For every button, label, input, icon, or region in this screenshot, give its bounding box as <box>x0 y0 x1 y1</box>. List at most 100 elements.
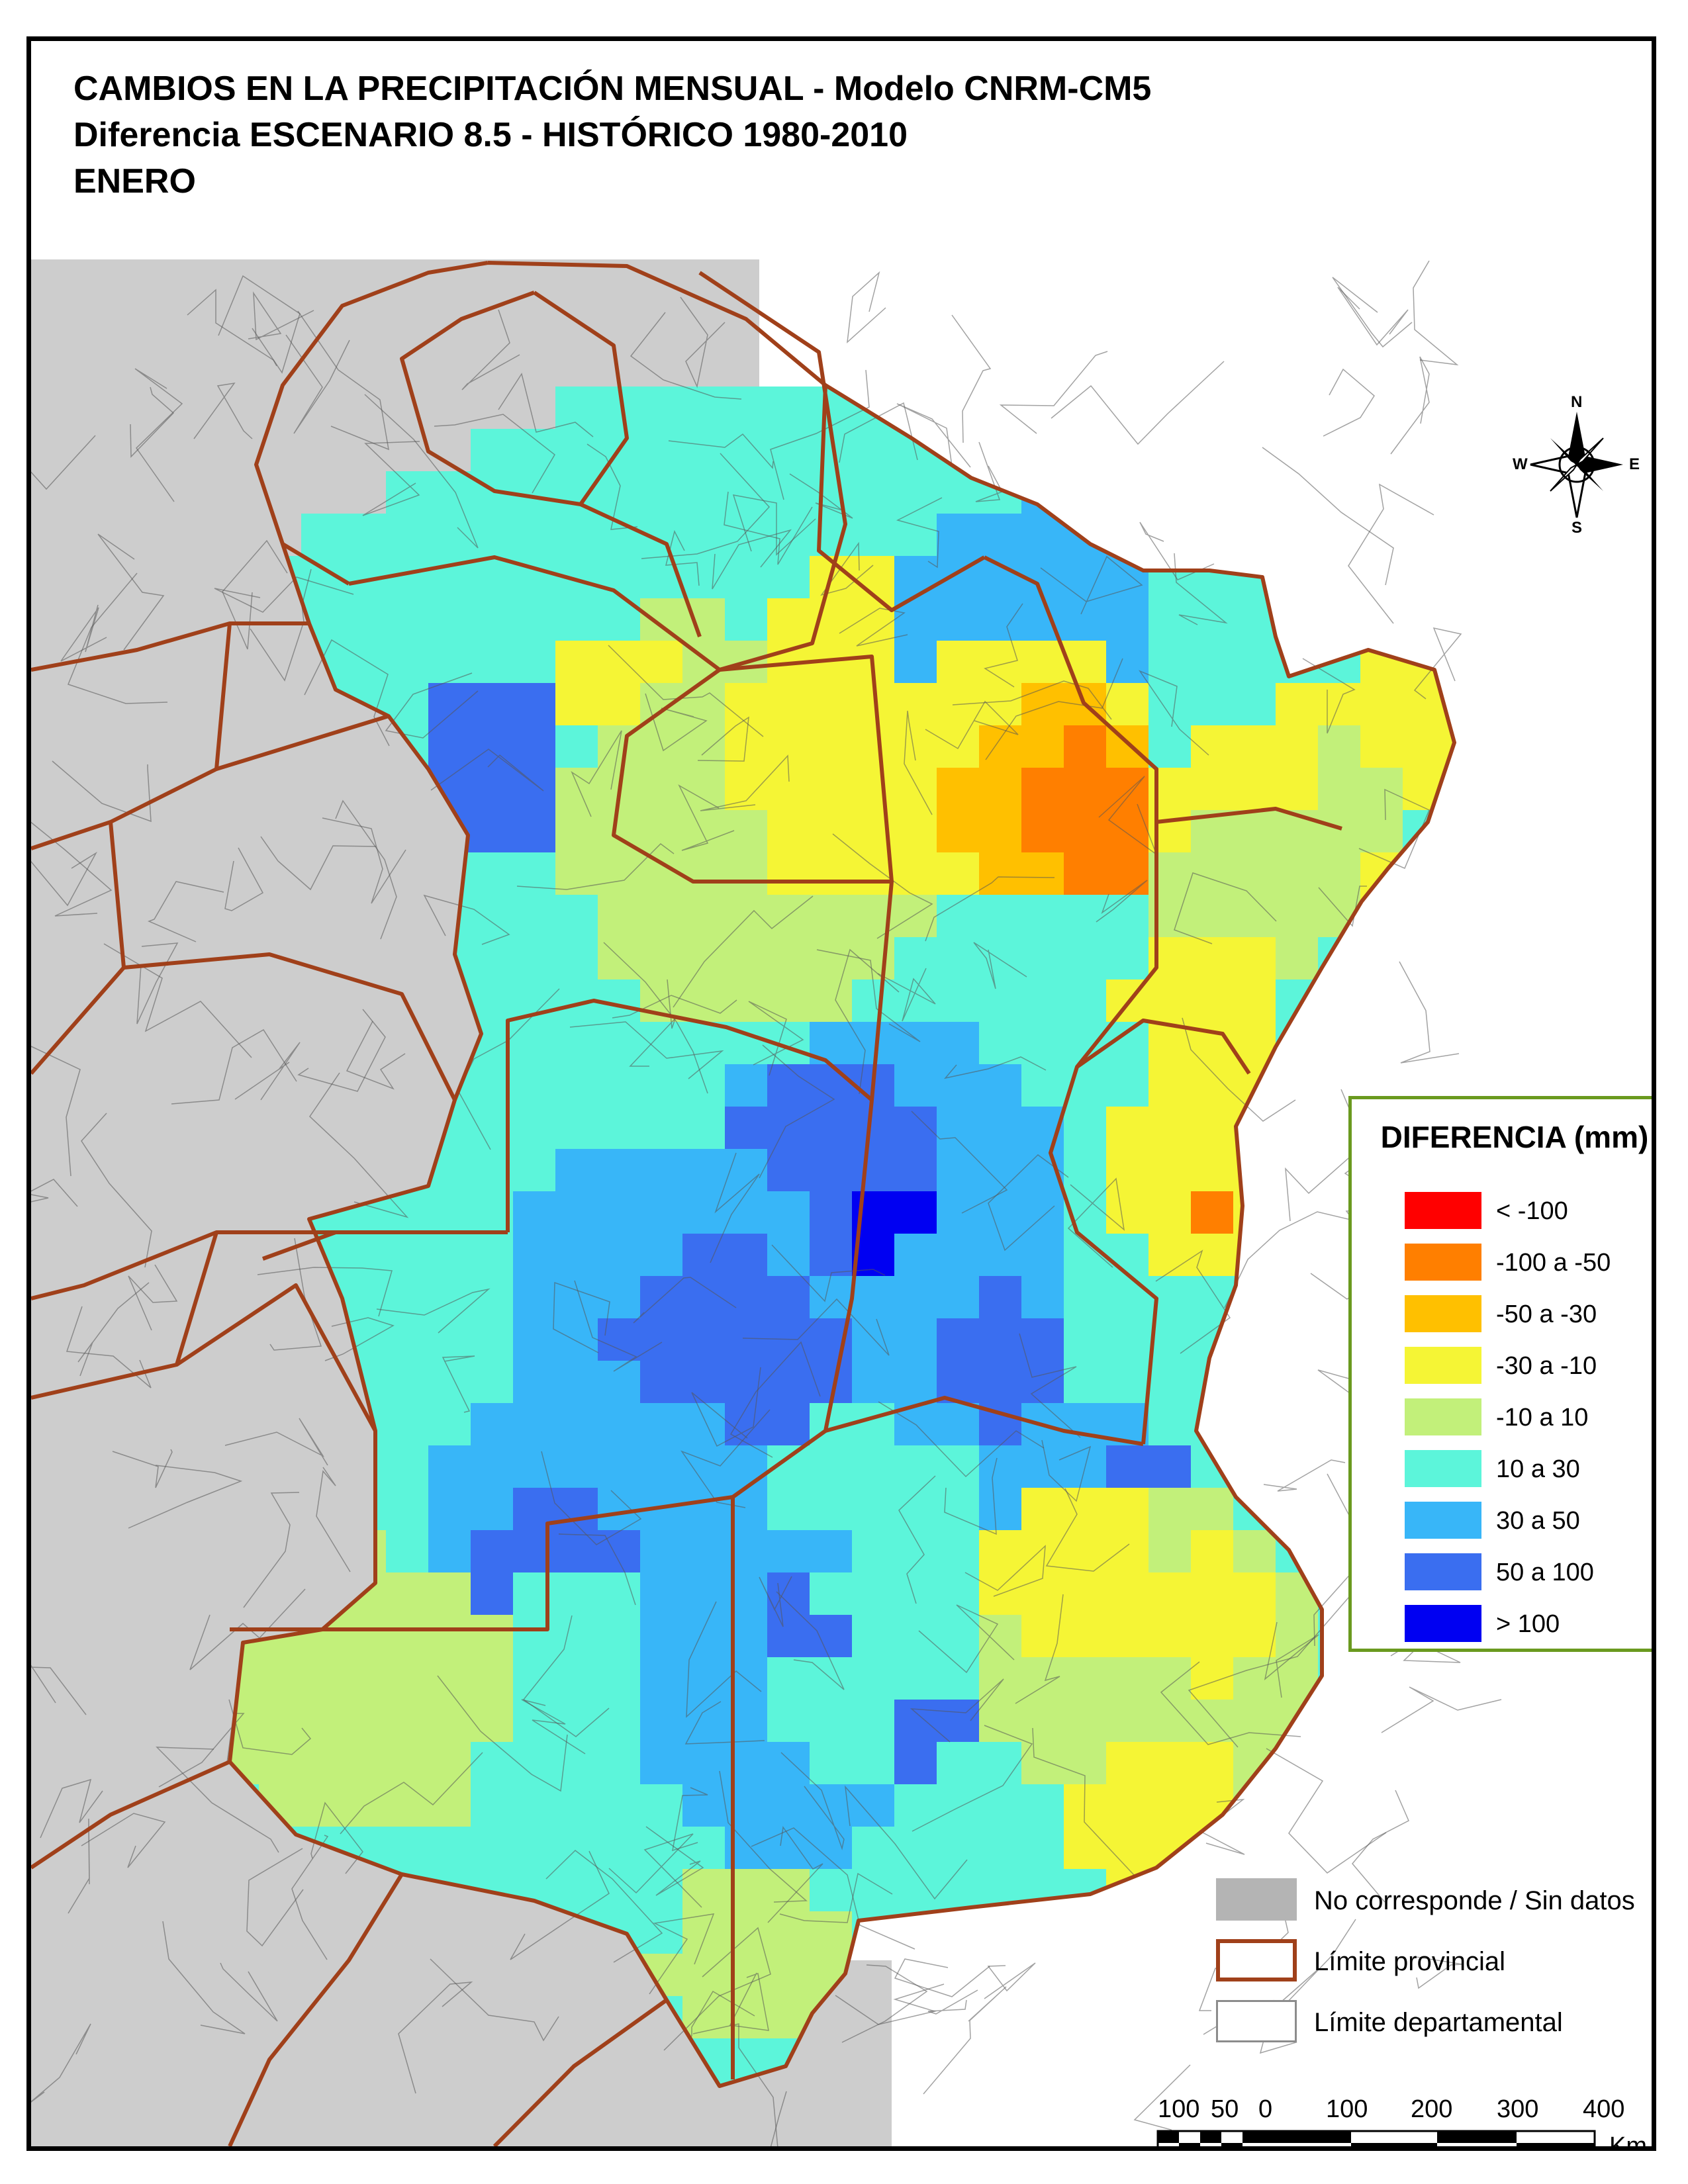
raster-cell <box>937 1318 979 1361</box>
raster-cell <box>810 725 852 768</box>
raster-cell <box>1276 937 1318 979</box>
department-line <box>710 1152 760 1263</box>
department-line <box>193 382 253 439</box>
raster-cell <box>1233 471 1276 514</box>
map-title-line-2: Diferencia ESCENARIO 8.5 - HISTÓRICO 198… <box>73 116 908 154</box>
province-boundary <box>216 714 389 771</box>
raster-cell <box>1064 556 1106 598</box>
raster-cell <box>598 1022 640 1064</box>
raster-cell <box>979 2038 1021 2081</box>
raster-cell <box>1233 1530 1276 1572</box>
legend-class-swatch <box>1405 1553 1481 1590</box>
raster-cell <box>386 1403 428 1445</box>
raster-cell <box>1149 979 1191 1022</box>
raster-cell <box>1233 1572 1276 1615</box>
raster-cell <box>767 1403 810 1445</box>
raster-cell <box>682 810 725 852</box>
raster-cell <box>640 429 682 471</box>
department-line <box>649 1913 715 1995</box>
department-line <box>340 1752 483 1835</box>
raster-cell <box>598 979 640 1022</box>
department-line <box>1352 1790 1409 1903</box>
raster-cell <box>1106 683 1149 725</box>
department-line <box>673 895 814 1008</box>
raster-cell <box>1106 2038 1149 2081</box>
raster-cell <box>810 1572 852 1615</box>
raster-cell <box>1360 937 1403 979</box>
raster-cell <box>555 1022 598 1064</box>
raster-cell <box>555 598 598 641</box>
raster-cell <box>1064 1954 1106 1996</box>
raster-cell <box>555 725 598 768</box>
raster-cell <box>386 1445 428 1488</box>
department-line <box>362 441 420 516</box>
raster-cell <box>767 1657 810 1700</box>
raster-cell <box>513 895 555 937</box>
department-line <box>877 968 936 1022</box>
raster-cell <box>1106 1954 1149 1996</box>
department-line <box>1041 1439 1092 1502</box>
raster-cell <box>428 1276 471 1318</box>
department-line <box>1019 1333 1081 1438</box>
raster-cell <box>555 937 598 979</box>
raster-cell <box>1360 683 1403 725</box>
raster-cell <box>1233 1276 1276 1318</box>
department-line <box>1160 1661 1301 1745</box>
raster-cell <box>1191 1657 1233 1700</box>
raster-cell <box>1403 725 1445 768</box>
raster-cell <box>1064 852 1106 895</box>
raster-cell <box>937 2038 979 2081</box>
raster-cell <box>555 1276 598 1318</box>
raster-cell <box>1318 2038 1360 2081</box>
raster-cell <box>471 556 513 598</box>
department-line <box>1040 555 1143 615</box>
raster-cell <box>1191 852 1233 895</box>
raster-cell <box>810 1700 852 1742</box>
raster-cell <box>598 1530 640 1572</box>
department-line <box>31 1664 87 1715</box>
raster-cell <box>555 1869 598 1911</box>
raster-cell <box>810 1530 852 1572</box>
raster-cell <box>1021 1869 1064 1911</box>
raster-cell <box>1233 810 1276 852</box>
department-line <box>691 1367 761 1447</box>
raster-cell <box>1445 979 1454 1022</box>
department-line <box>31 851 98 907</box>
department-line <box>742 1298 890 1356</box>
raster-cell <box>1233 1445 1276 1488</box>
raster-cell <box>386 514 428 556</box>
raster-cell <box>937 514 979 556</box>
raster-cell <box>471 1700 513 1742</box>
raster-cell <box>979 1488 1021 1530</box>
raster-cell <box>894 1742 937 1784</box>
raster-cell <box>1064 1107 1106 1149</box>
raster-cell <box>598 1742 640 1784</box>
department-line <box>40 1778 103 1839</box>
raster-cell <box>810 937 852 979</box>
raster-cell <box>1149 1403 1191 1445</box>
department-limit-swatch <box>1216 2000 1297 2042</box>
raster-cell <box>1106 2081 1149 2086</box>
raster-cell <box>1106 1827 1149 1869</box>
raster-cell <box>682 1954 725 1996</box>
raster-cell <box>725 1107 767 1149</box>
raster-cell <box>513 598 555 641</box>
raster-cell <box>513 1403 555 1445</box>
raster-cell <box>1276 683 1318 725</box>
map-title-line-1: CAMBIOS EN LA PRECIPITACIÓN MENSUAL - Mo… <box>73 69 1152 108</box>
raster-cell <box>1233 1318 1276 1361</box>
raster-cell <box>555 1657 598 1700</box>
legend-class-swatch <box>1405 1347 1481 1384</box>
raster-cell <box>767 1615 810 1657</box>
department-line <box>608 1833 702 1908</box>
raster-cell <box>1318 641 1360 683</box>
raster-cell <box>1106 895 1149 937</box>
department-line <box>975 441 1004 502</box>
raster-cell <box>1149 1064 1191 1107</box>
raster-cell <box>555 1403 598 1445</box>
raster-cell <box>428 1657 471 1700</box>
department-line <box>335 799 397 940</box>
department-line <box>60 604 107 662</box>
raster-cell <box>598 852 640 895</box>
department-line <box>31 1046 81 1177</box>
